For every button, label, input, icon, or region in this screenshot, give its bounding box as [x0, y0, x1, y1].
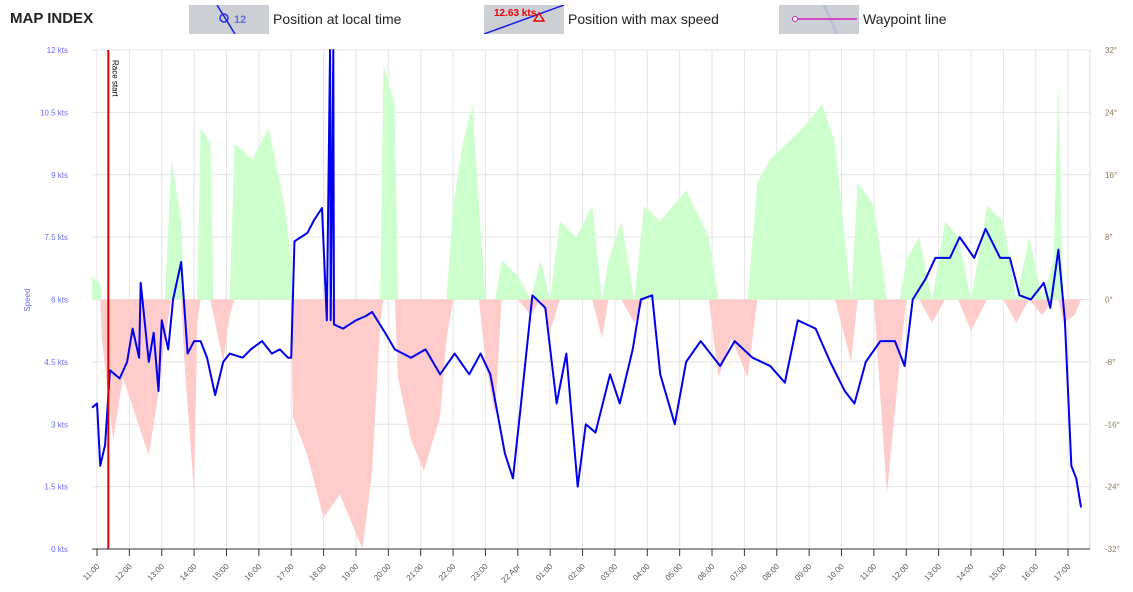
x-tick-label: 11:00 — [81, 562, 101, 582]
legend-sample-label: 12 — [234, 14, 246, 26]
max-speed-marker-icon: 12.63 kts — [484, 5, 564, 34]
y2-tick-label: -8° — [1105, 358, 1115, 367]
x-tick-label: 12:00 — [113, 562, 134, 583]
x-tick-label: 06:00 — [696, 562, 717, 583]
position-marker-icon: 12 — [216, 5, 246, 34]
y-tick-label: 3 kts — [51, 420, 68, 429]
x-tick-label: 10:00 — [825, 562, 846, 583]
x-tick-label: 03:00 — [599, 562, 620, 583]
wind-angle-negative-area — [92, 299, 1082, 549]
legend-max-speed-label: Position with max speed — [568, 11, 719, 27]
y-tick-label: 0 kts — [51, 545, 68, 554]
y2-tick-label: 24° — [1105, 108, 1117, 117]
page-title: MAP INDEX — [10, 10, 94, 27]
x-tick-label: 23:00 — [469, 562, 490, 583]
x-tick-label: 11:00 — [858, 562, 878, 582]
y2-tick-label: 8° — [1105, 233, 1113, 242]
y2-tick-label: -16° — [1105, 420, 1120, 429]
x-tick-label: 17:00 — [275, 562, 296, 583]
y-tick-label: 7.5 kts — [44, 233, 68, 242]
y2-tick-label: 0° — [1105, 296, 1113, 305]
x-tick-label: 18:00 — [307, 562, 328, 583]
x-tick-label: 14:00 — [178, 562, 199, 583]
legend-sample-label: 12.63 kts — [494, 8, 537, 19]
x-tick-label: 20:00 — [372, 562, 393, 583]
x-tick-label: 09:00 — [793, 562, 814, 583]
x-tick-label: 02:00 — [566, 562, 587, 583]
y-tick-label: 1.5 kts — [44, 483, 68, 492]
x-tick-label: 19:00 — [340, 562, 361, 583]
y-tick-label: 12 kts — [47, 46, 68, 55]
x-tick-label: 08:00 — [761, 562, 782, 583]
x-tick-label: 01:00 — [534, 562, 555, 583]
legend-max-speed-sample[interactable]: 12.63 kts — [484, 5, 564, 34]
x-tick-label: 13:00 — [146, 562, 167, 583]
x-tick-label: 13:00 — [923, 562, 944, 583]
legend-waypoint-label: Waypoint line — [863, 11, 947, 27]
x-tick-label: 12:00 — [890, 562, 911, 583]
x-tick-label: 21:00 — [405, 562, 426, 583]
x-tick-label: 22 Apr — [499, 562, 522, 585]
x-tick-label: 05:00 — [664, 562, 685, 583]
x-tick-label: 22:00 — [437, 562, 458, 583]
legend-local-time-sample[interactable]: 12 — [189, 5, 269, 34]
speed-series-line — [91, 49, 1083, 508]
y2-tick-label: 32° — [1105, 46, 1117, 55]
x-tick-label: 15:00 — [210, 562, 231, 583]
waypoint-line-icon — [792, 5, 857, 34]
y-tick-label: 9 kts — [51, 171, 68, 180]
wind-angle-positive-area — [92, 65, 1082, 300]
y2-tick-label: -32° — [1105, 545, 1120, 554]
y2-tick-label: -24° — [1105, 483, 1120, 492]
y-axis-title: Speed — [23, 288, 32, 311]
x-tick-label: 17:00 — [1052, 562, 1073, 583]
x-tick-label: 04:00 — [631, 562, 652, 583]
x-tick-label: 16:00 — [1020, 562, 1041, 583]
x-tick-label: 07:00 — [728, 562, 749, 583]
x-tick-label: 15:00 — [987, 562, 1008, 583]
x-tick-label: 14:00 — [955, 562, 976, 583]
legend-waypoint-sample[interactable] — [779, 5, 859, 34]
y-tick-label: 10.5 kts — [40, 108, 68, 117]
y-tick-label: 4.5 kts — [44, 358, 68, 367]
y2-tick-label: 16° — [1105, 171, 1117, 180]
legend-local-time-label: Position at local time — [273, 11, 402, 27]
x-tick-label: 16:00 — [243, 562, 264, 583]
race-start-label: Race start — [110, 60, 119, 97]
y-tick-label: 6 kts — [51, 296, 68, 305]
